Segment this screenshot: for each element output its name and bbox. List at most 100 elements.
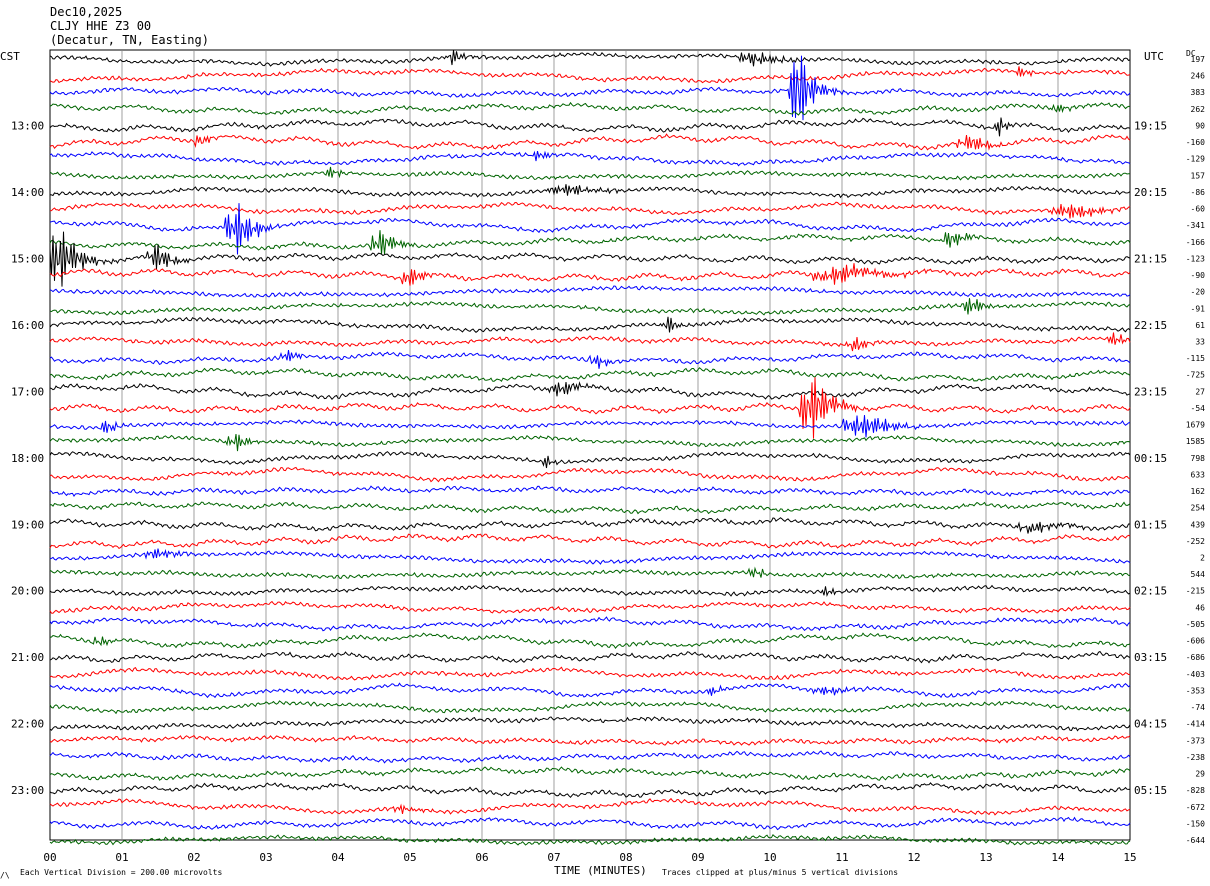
cst-hour-label: 20:00 [11, 585, 44, 598]
utc-hour-label: 05:15 [1134, 784, 1167, 797]
right-zone-label: UTC [1144, 50, 1164, 63]
dc-offset-label: 197 [1191, 55, 1206, 64]
x-tick-labels: 00 01 02 03 04 05 06 07 08 09 10 11 12 13 14 15 [43, 851, 1136, 864]
x-tick-label: 08 [619, 851, 632, 864]
seismic-trace [49, 434, 1131, 452]
dc-offset-label: -238 [1186, 753, 1205, 762]
cst-hour-label: 13:00 [11, 119, 44, 132]
dc-offset-label: -86 [1191, 188, 1206, 197]
seismic-trace [49, 632, 1131, 650]
dc-offset-label: -74 [1191, 703, 1206, 712]
header-date: Dec10,2025 [50, 5, 123, 19]
x-tick-label: 01 [115, 851, 128, 864]
dc-offset-label: -353 [1186, 686, 1205, 695]
dc-offset-label: 27 [1195, 387, 1205, 396]
corner-mark: /\ [0, 871, 10, 880]
dc-offset-label: -129 [1186, 155, 1205, 164]
seismic-trace [49, 415, 1131, 438]
dc-offset-label: 2 [1200, 554, 1205, 563]
seismic-traces [49, 50, 1131, 846]
utc-hour-labels: 19:15 20:15 21:15 22:15 23:15 00:15 01:15 02:15… [1134, 119, 1167, 797]
seismic-trace [49, 716, 1131, 732]
cst-hour-label: 23:00 [11, 784, 44, 797]
seismic-trace [49, 485, 1131, 498]
seismic-trace [49, 184, 1131, 199]
dc-offset-label: 383 [1191, 88, 1206, 97]
cst-hour-label: 22:00 [11, 718, 44, 731]
dc-offset-label: 262 [1191, 105, 1206, 114]
dc-offset-label: -90 [1191, 271, 1206, 280]
seismic-trace [49, 377, 1131, 439]
seismic-trace [49, 816, 1131, 831]
seismic-trace [49, 150, 1131, 167]
dc-offset-label: -60 [1191, 205, 1206, 214]
dc-offset-label: 1679 [1186, 421, 1205, 430]
utc-hour-label: 00:15 [1134, 452, 1167, 465]
seismic-trace [49, 381, 1131, 400]
dc-offset-label: -672 [1186, 803, 1205, 812]
x-tick-label: 06 [475, 851, 488, 864]
x-tick-label: 14 [1051, 851, 1065, 864]
x-tick-label: 09 [691, 851, 704, 864]
seismic-trace [49, 533, 1131, 550]
seismic-trace [49, 734, 1131, 746]
seismic-trace [49, 133, 1131, 151]
seismic-trace [49, 584, 1131, 598]
seismic-trace [49, 616, 1131, 632]
dc-offset-label: 439 [1191, 520, 1206, 529]
seismic-trace [49, 263, 1131, 286]
dc-offset-label: 633 [1191, 470, 1206, 479]
seismic-trace [49, 466, 1131, 483]
cst-hour-label: 16:00 [11, 319, 44, 332]
x-tick-label: 07 [547, 851, 560, 864]
seismic-trace [49, 230, 1131, 255]
x-tick-label: 04 [331, 851, 345, 864]
dc-offset-label: 246 [1191, 72, 1206, 81]
seismic-trace [49, 700, 1131, 715]
seismic-trace [49, 833, 1131, 846]
x-tick-label: 11 [835, 851, 848, 864]
utc-hour-label: 02:15 [1134, 585, 1167, 598]
seismic-trace [49, 101, 1130, 116]
dc-offset-label: -403 [1186, 670, 1205, 679]
seismic-trace [49, 66, 1131, 84]
utc-hour-label: 03:15 [1134, 651, 1167, 664]
dc-offset-label: -252 [1186, 537, 1205, 546]
utc-hour-label: 21:15 [1134, 252, 1167, 265]
seismic-trace [49, 285, 1131, 299]
dc-offset-label: 46 [1195, 603, 1205, 612]
dc-offset-label: -725 [1186, 371, 1205, 380]
seismic-trace [50, 501, 1131, 515]
seismic-trace [49, 451, 1131, 469]
seismic-trace [49, 55, 1131, 121]
x-tick-label: 02 [187, 851, 200, 864]
x-axis-label: TIME (MINUTES) [554, 864, 647, 877]
seismic-trace [49, 332, 1131, 352]
clip-note: Traces clipped at plus/minus 5 vertical … [662, 868, 898, 877]
cst-hour-label: 18:00 [11, 452, 44, 465]
x-tick-label: 12 [907, 851, 920, 864]
seismic-trace [49, 650, 1131, 664]
x-tick-label: 00 [43, 851, 56, 864]
utc-hour-label: 23:15 [1134, 385, 1167, 398]
dc-offset-label: -160 [1186, 138, 1205, 147]
dc-offset-label: 162 [1191, 487, 1206, 496]
dc-offset-label: -20 [1191, 288, 1206, 297]
header-station: CLJY HHE Z3 00 [50, 19, 152, 33]
dc-offset-label: -123 [1186, 254, 1205, 263]
seismic-trace [49, 316, 1131, 333]
dc-offset-label: -150 [1186, 819, 1205, 828]
seismic-trace [49, 203, 1131, 255]
seismic-trace [49, 750, 1131, 764]
x-tick-label: 03 [259, 851, 272, 864]
dc-offset-label: -115 [1186, 354, 1205, 363]
seismic-trace [49, 548, 1131, 565]
dc-offset-label: 798 [1191, 454, 1206, 463]
seismic-trace [49, 298, 1131, 316]
seismic-trace [49, 782, 1131, 799]
dc-offset-label: 544 [1191, 570, 1206, 579]
seismic-trace [49, 117, 1131, 137]
dc-offset-label: 157 [1191, 171, 1206, 180]
cst-hour-label: 21:00 [11, 651, 44, 664]
